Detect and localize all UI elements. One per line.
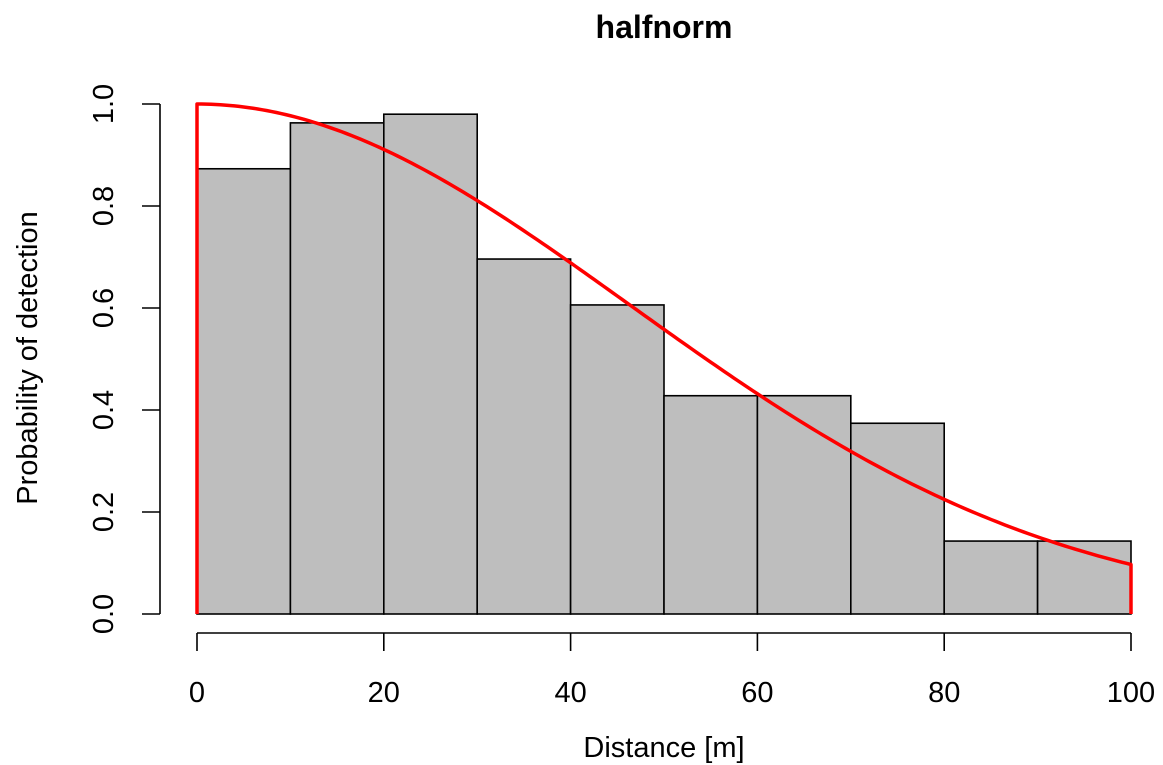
x-tick-label: 60: [741, 677, 773, 709]
histogram-bar: [196, 167, 292, 615]
x-tick-label: 20: [368, 677, 400, 709]
x-axis-label: Distance [m]: [583, 732, 744, 764]
y-tick-label: 1.0: [88, 84, 120, 124]
x-tick-label: 0: [189, 677, 205, 709]
detection-curve: [195, 102, 1133, 614]
y-tick-label: 0.2: [88, 492, 120, 532]
histogram-bar: [849, 422, 945, 615]
histogram-bar: [476, 258, 572, 615]
histogram-bar: [943, 540, 1039, 615]
y-tick-label: 0.6: [88, 288, 120, 328]
x-axis: 0 20 40 60 80 100: [189, 632, 1155, 709]
histogram-bar: [756, 394, 852, 615]
x-tick-label: 80: [928, 677, 960, 709]
y-tick-label: 0.0: [88, 594, 120, 634]
y-tick-label: 0.4: [88, 390, 120, 430]
histogram-bar: [663, 394, 759, 615]
chart-title: halfnorm: [596, 9, 733, 45]
y-axis: 0.0 0.2 0.4 0.6 0.8 1.0: [88, 84, 161, 634]
x-tick-label: 40: [554, 677, 586, 709]
histogram-bar: [289, 122, 385, 615]
x-tick-label: 100: [1107, 677, 1155, 709]
histogram-bar: [382, 113, 478, 615]
bars-group: [196, 113, 1132, 615]
y-tick-label: 0.8: [88, 186, 120, 226]
y-axis-label: Probability of detection: [12, 211, 44, 504]
histogram-bar: [569, 304, 665, 615]
curve-group: [195, 102, 1133, 614]
